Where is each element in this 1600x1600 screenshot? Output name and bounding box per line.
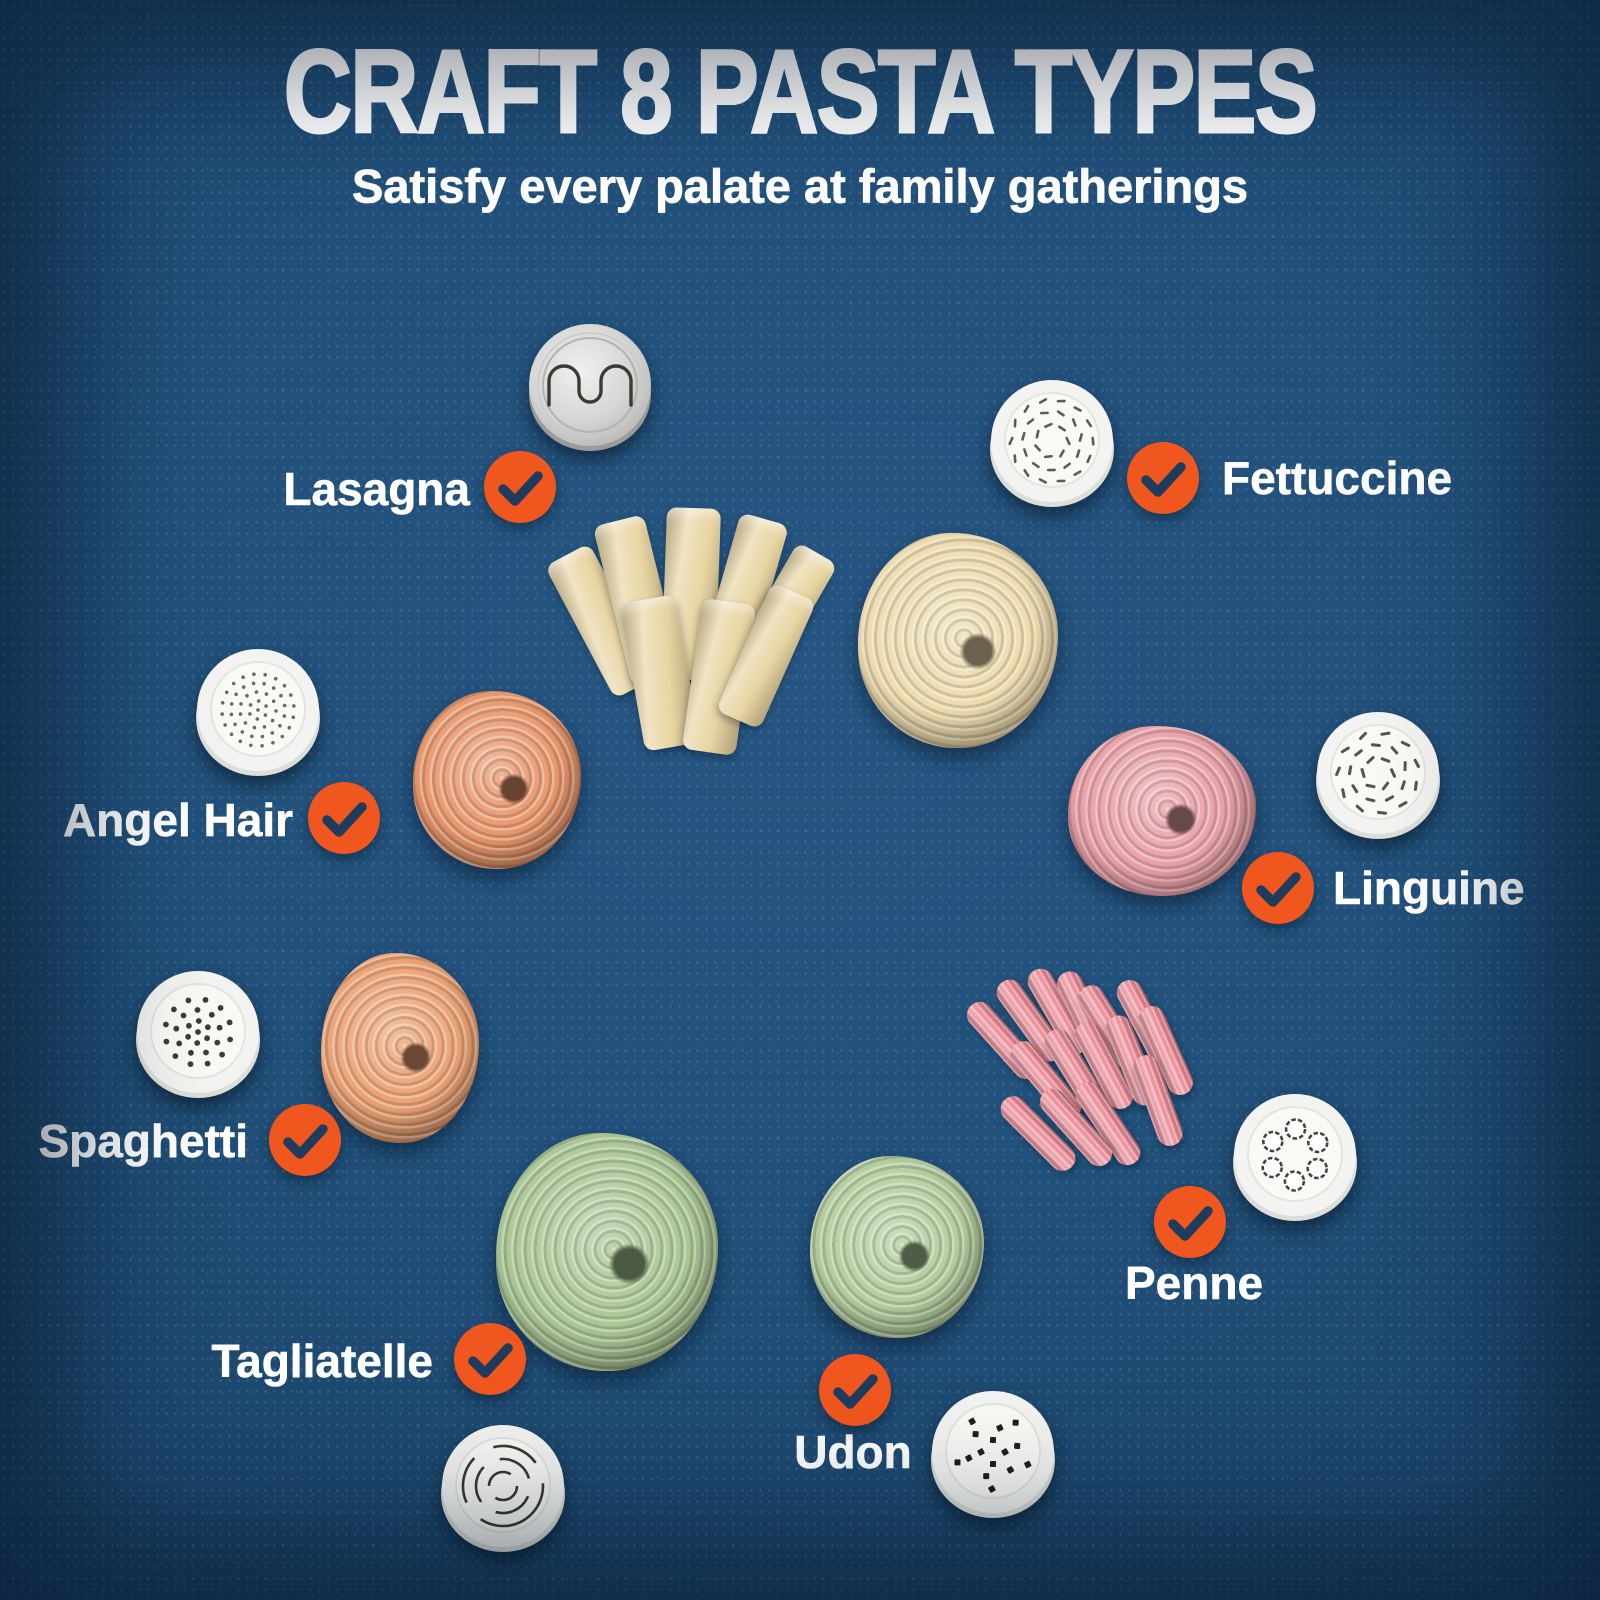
spaghetti-pasta-nest-photo: [321, 953, 479, 1143]
udon-hole-disc-icon: [918, 1377, 1068, 1527]
check-icon: [484, 451, 556, 523]
angel-hair-pasta-nest-photo: [413, 691, 581, 869]
tagliatelle-pasta-nest-photo: [496, 1133, 718, 1371]
udon-pasta-nest-photo: [810, 1156, 984, 1338]
check-icon: [454, 1323, 526, 1395]
check-icon: [1127, 442, 1199, 514]
pasta-label-fettuccine: Fettuccine: [1222, 452, 1453, 505]
fettuccine-pasta-nest-photo: [858, 532, 1058, 748]
penne-ring-disc-icon: [1220, 1080, 1370, 1230]
pasta-label-tagliatelle: Tagliatelle: [211, 1335, 433, 1388]
page-subtitle: Satisfy every palate at family gathering…: [352, 159, 1249, 213]
pasta-label-udon: Udon: [794, 1426, 912, 1479]
penne-pasta-pile-photo: [961, 958, 1215, 1193]
tagliatelle-arc-slot-disc-icon: [428, 1411, 578, 1561]
lasagna-pasta-pile-photo: [544, 506, 842, 766]
pasta-label-linguine: Linguine: [1333, 862, 1525, 915]
linguine-slot-disc-icon: [1303, 698, 1453, 848]
angel-hair-fine-hole-disc-icon: [183, 635, 333, 785]
check-icon: [269, 1104, 341, 1176]
fettuccine-slot-disc-icon: [977, 366, 1127, 516]
spaghetti-hole-disc-icon: [123, 957, 273, 1107]
pasta-label-angel-hair: Angel Hair: [62, 794, 294, 847]
check-icon: [308, 782, 380, 854]
check-icon: [1154, 1186, 1226, 1258]
lasagna-wide-slot-disc-icon: [515, 310, 665, 460]
check-icon: [1242, 852, 1314, 924]
check-icon: [819, 1354, 891, 1426]
pasta-label-lasagna: Lasagna: [283, 463, 470, 516]
page-title: CRAFT 8 PASTA TYPES: [283, 25, 1320, 160]
linguine-pasta-nest-photo: [1068, 726, 1256, 896]
pasta-label-spaghetti: Spaghetti: [38, 1115, 248, 1168]
pasta-label-penne: Penne: [1124, 1257, 1264, 1310]
